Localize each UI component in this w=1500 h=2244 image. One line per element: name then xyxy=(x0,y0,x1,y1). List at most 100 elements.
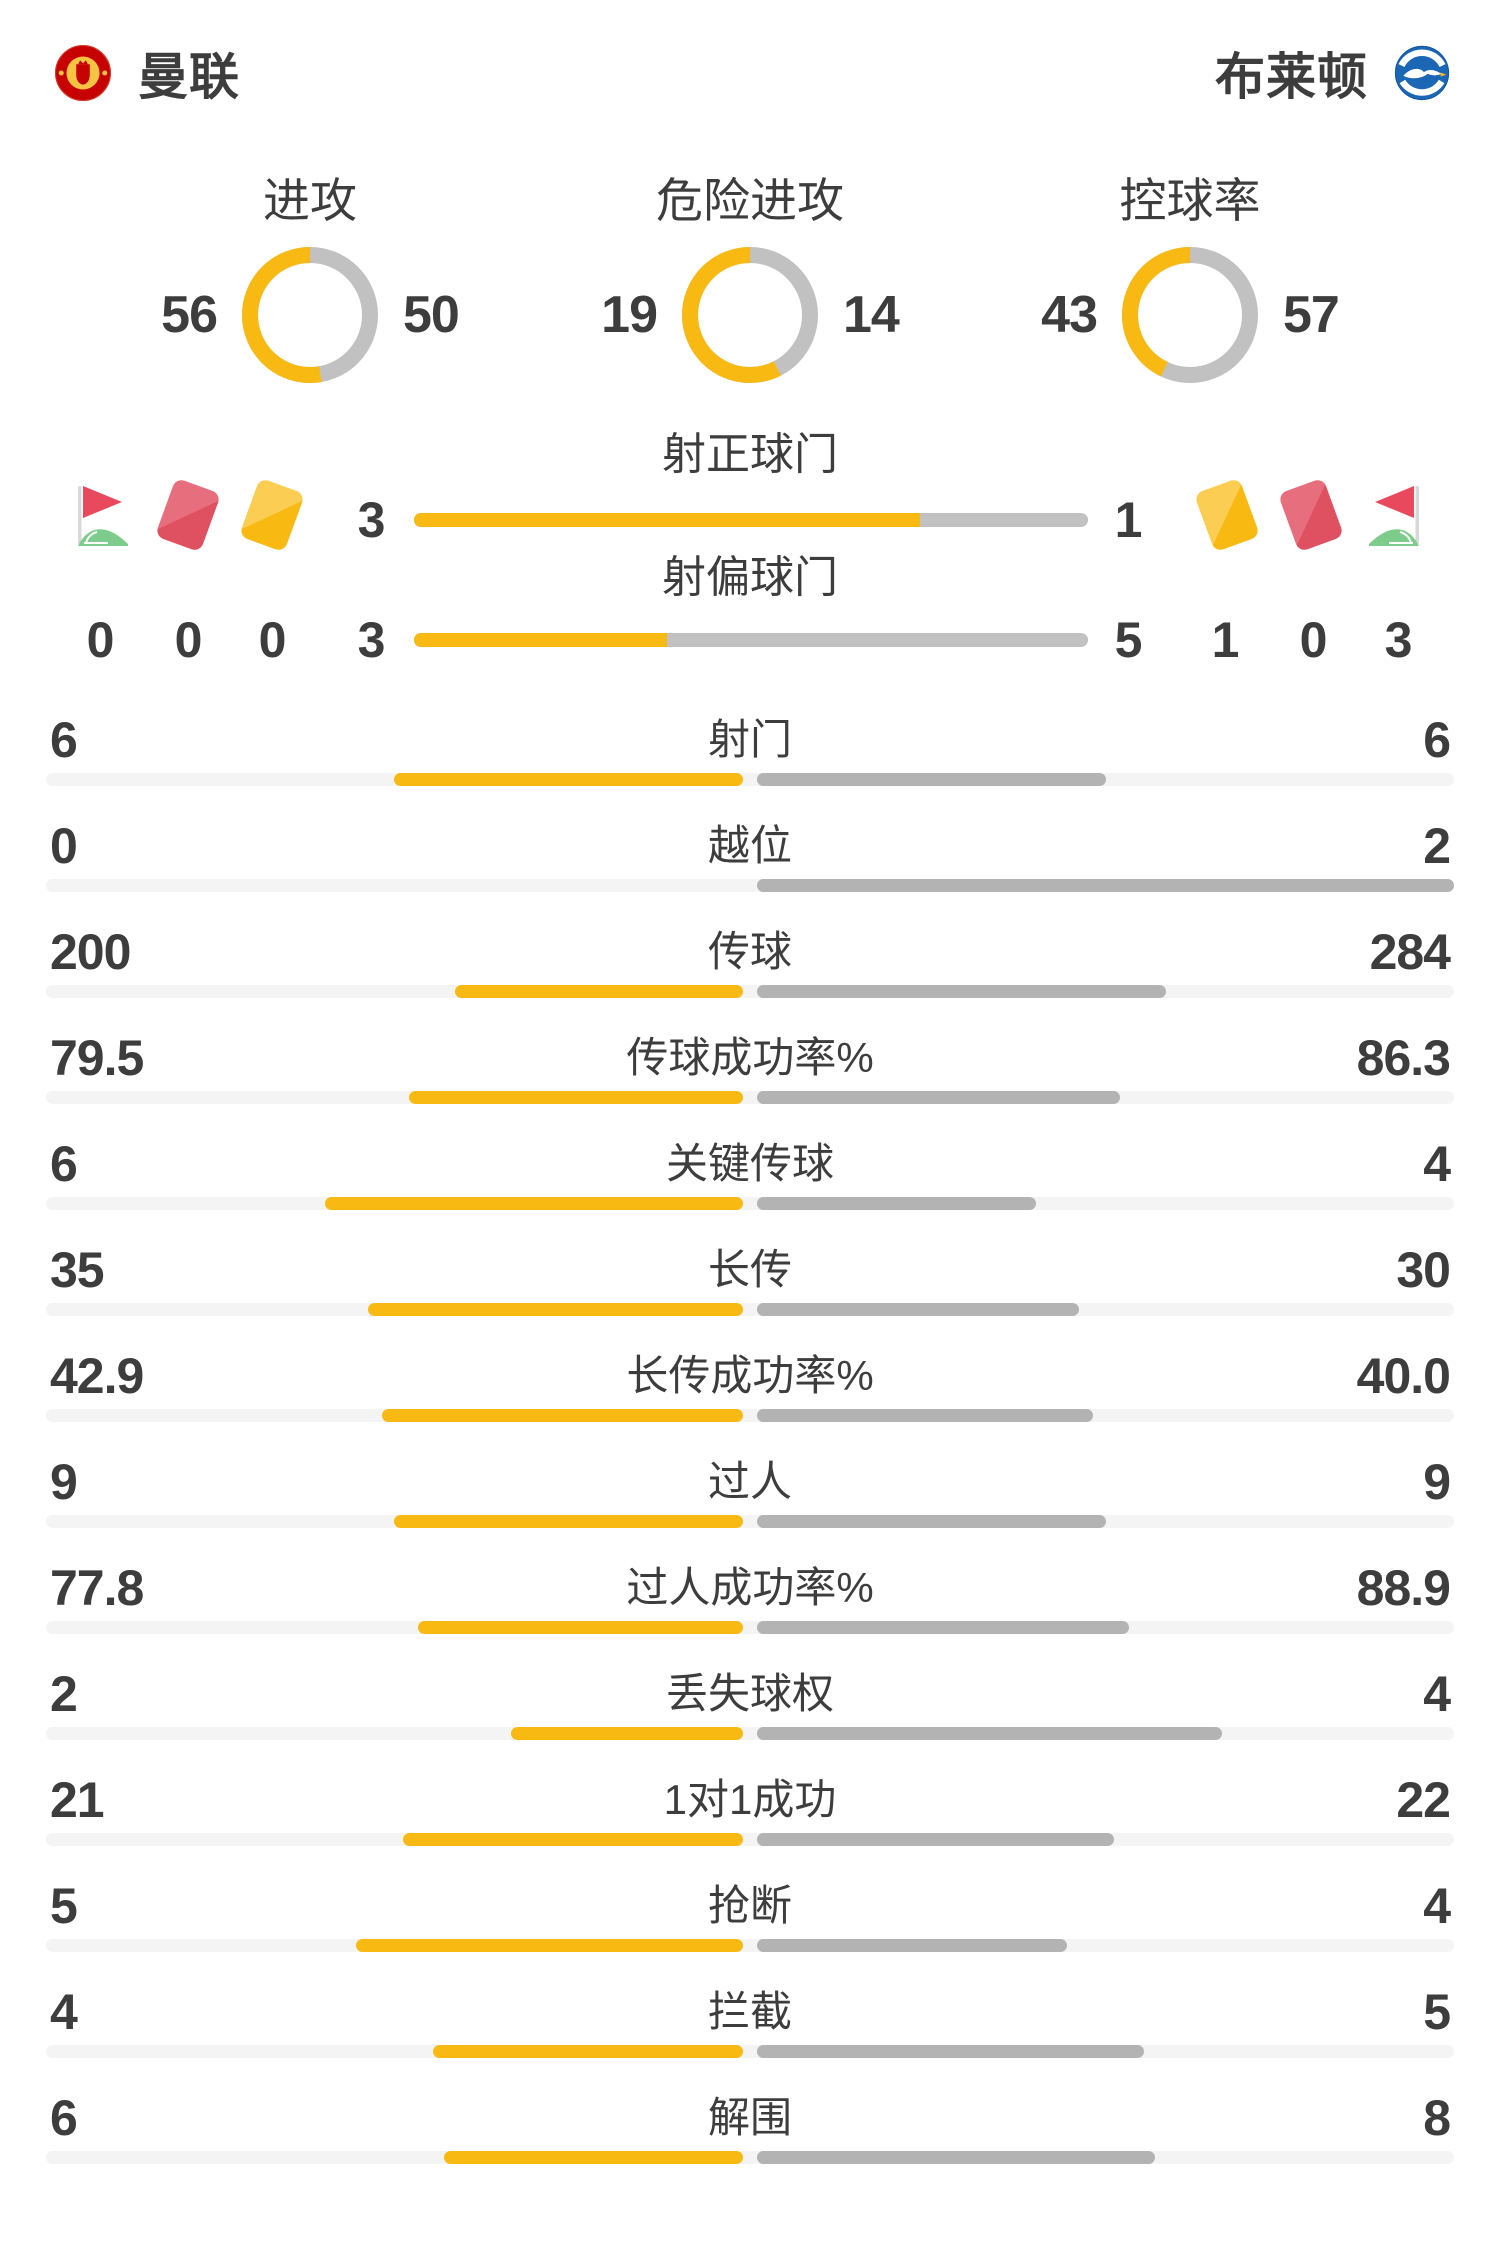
stat-bar-home xyxy=(394,773,743,786)
stat-away-value: 86.3 xyxy=(1356,1030,1451,1086)
stat-away-value: 8 xyxy=(1423,2090,1451,2146)
stat-bar-home xyxy=(409,1091,743,1104)
stat-label: 解围 xyxy=(707,2094,792,2141)
donut-home-value: 56 xyxy=(161,286,218,344)
donut-group-dangerous-attacks: 危险进攻 19 14 xyxy=(530,175,970,383)
stat-row: 5 抢断 4 xyxy=(0,1854,1500,1960)
donut-title: 控球率 xyxy=(1119,174,1261,227)
donut-away-value: 57 xyxy=(1283,286,1340,344)
stat-bar-track xyxy=(46,985,1454,998)
shots-on-target-away: 1 xyxy=(1114,492,1143,548)
stat-bar-track xyxy=(46,1515,1454,1528)
stat-away-value: 5 xyxy=(1423,1984,1451,2040)
manutd-crest-icon xyxy=(54,44,112,102)
stat-home-value: 5 xyxy=(50,1878,78,1934)
stat-bar-away xyxy=(757,1303,1079,1316)
stat-home-value: 9 xyxy=(50,1454,78,1510)
stat-home-value: 79.5 xyxy=(50,1030,144,1086)
stat-row: 21 1对1成功 22 xyxy=(0,1748,1500,1854)
stat-away-value: 284 xyxy=(1369,924,1451,980)
stat-home-value: 4 xyxy=(50,1984,78,2040)
home-red-cards-count: 0 xyxy=(174,612,203,668)
stat-bar-away xyxy=(757,1939,1067,1952)
stat-row: 6 射门 6 xyxy=(0,688,1500,794)
stat-bar-away xyxy=(757,1727,1222,1740)
stat-row: 0 越位 2 xyxy=(0,794,1500,900)
corner-flag-icon xyxy=(78,486,128,546)
stat-bar-away xyxy=(757,1621,1129,1634)
stat-label: 传球成功率% xyxy=(626,1034,874,1081)
stat-bar-track xyxy=(46,1727,1454,1740)
donut-home-value: 19 xyxy=(601,286,658,344)
stat-label: 越位 xyxy=(707,822,792,869)
stats-list: 6 射门 6 0 越位 2 200 传球 284 79.5 传球成功率% 86.… xyxy=(0,688,1500,2172)
donut-title: 进攻 xyxy=(263,174,357,227)
stat-label: 长传 xyxy=(707,1246,792,1293)
away-corners-count: 3 xyxy=(1384,612,1413,668)
red-card-icon xyxy=(154,477,222,553)
shots-off-target-bar xyxy=(414,633,1088,647)
stat-away-value: 2 xyxy=(1423,818,1451,874)
stat-bar-away xyxy=(757,1833,1114,1846)
stat-bar-away xyxy=(757,773,1106,786)
away-red-cards-count: 0 xyxy=(1299,612,1328,668)
stat-bar-home xyxy=(418,1621,743,1634)
stat-row: 9 过人 9 xyxy=(0,1430,1500,1536)
stat-label: 过人成功率% xyxy=(626,1564,874,1611)
stat-bar-home xyxy=(394,1515,743,1528)
stat-bar-track xyxy=(46,1939,1454,1952)
stat-home-value: 21 xyxy=(50,1772,105,1828)
home-yellow-cards-count: 0 xyxy=(258,612,287,668)
stat-label: 射门 xyxy=(707,716,792,763)
stat-bar-track xyxy=(46,1091,1454,1104)
donut-group-possession: 控球率 43 57 xyxy=(970,175,1410,383)
stat-bar-away xyxy=(757,1091,1120,1104)
possession-donut-chart xyxy=(1122,247,1258,383)
shots-off-target-title: 射偏球门 xyxy=(662,553,838,602)
stat-row: 79.5 传球成功率% 86.3 xyxy=(0,1006,1500,1112)
away-team-name: 布莱顿 xyxy=(1215,49,1368,105)
stat-home-value: 35 xyxy=(50,1242,105,1298)
stat-bar-track xyxy=(46,2151,1454,2164)
stat-away-value: 40.0 xyxy=(1356,1348,1451,1404)
yellow-card-icon xyxy=(1193,477,1261,553)
away-team: 布莱顿 xyxy=(1215,37,1450,109)
shots-off-target-home: 3 xyxy=(357,612,386,668)
stat-home-value: 2 xyxy=(50,1666,78,1722)
stat-row: 2 丢失球权 4 xyxy=(0,1642,1500,1748)
corner-flag-icon xyxy=(1369,486,1419,546)
stat-bar-track xyxy=(46,1197,1454,1210)
stat-bar-home xyxy=(403,1833,743,1846)
shots-on-target-home: 3 xyxy=(357,492,386,548)
stat-bar-away xyxy=(757,879,1454,892)
stat-away-value: 22 xyxy=(1396,1772,1451,1828)
stat-row: 4 拦截 5 xyxy=(0,1960,1500,2066)
attacks-donut-chart xyxy=(242,247,378,383)
stat-bar-away xyxy=(757,1515,1106,1528)
donut-title: 危险进攻 xyxy=(656,174,844,227)
stat-home-value: 42.9 xyxy=(50,1348,144,1404)
stat-bar-away xyxy=(757,985,1166,998)
donut-home-value: 43 xyxy=(1041,286,1098,344)
stat-bar-track xyxy=(46,1303,1454,1316)
home-team: 曼联 xyxy=(54,37,240,109)
stat-home-value: 77.8 xyxy=(50,1560,144,1616)
away-yellow-cards-count: 1 xyxy=(1211,612,1240,668)
stat-away-value: 9 xyxy=(1423,1454,1451,1510)
brighton-crest-icon xyxy=(1394,45,1450,101)
dangerous-attacks-donut-chart xyxy=(682,247,818,383)
donut-away-value: 14 xyxy=(843,286,900,344)
stat-bar-away xyxy=(757,2151,1155,2164)
stat-bar-track xyxy=(46,1621,1454,1634)
stat-away-value: 4 xyxy=(1423,1878,1451,1934)
donut-group-attacks: 进攻 56 50 xyxy=(90,175,530,383)
stat-bar-home xyxy=(444,2151,743,2164)
stat-bar-track xyxy=(46,773,1454,786)
stat-bar-home xyxy=(368,1303,743,1316)
stat-bar-track xyxy=(46,879,1454,892)
stat-bar-away xyxy=(757,1197,1036,1210)
stat-bar-home xyxy=(325,1197,743,1210)
stat-label: 丢失球权 xyxy=(665,1670,834,1717)
stat-label: 关键传球 xyxy=(665,1140,834,1187)
stat-home-value: 6 xyxy=(50,1136,78,1192)
